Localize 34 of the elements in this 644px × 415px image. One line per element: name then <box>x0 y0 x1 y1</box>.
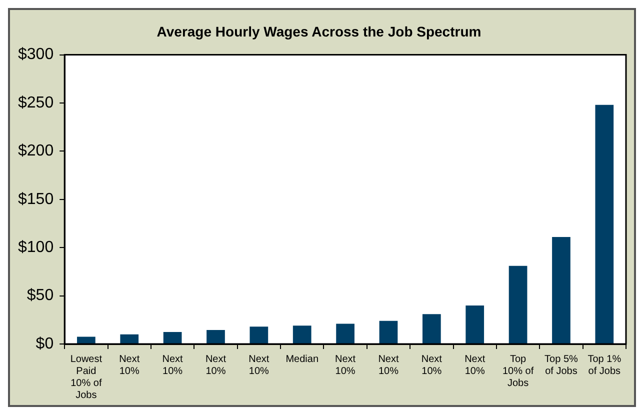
y-tick-label: $0 <box>36 335 54 352</box>
bar <box>336 324 354 344</box>
bar <box>595 104 614 344</box>
bar <box>77 336 96 344</box>
x-tick-label: Lowest Paid 10% of Jobs <box>70 354 102 401</box>
bar <box>120 334 139 344</box>
x-tick-label: Next 10% <box>421 354 442 377</box>
bar <box>379 320 398 344</box>
x-tick-label: Next 10% <box>464 354 486 377</box>
bar <box>466 305 484 344</box>
bar <box>508 266 528 344</box>
bar <box>292 326 312 344</box>
x-tick-label: Next 10% <box>248 354 270 377</box>
x-tick-label: Next 10% <box>119 354 140 377</box>
bar <box>552 236 570 344</box>
y-tick-label: $300 <box>18 46 54 64</box>
bar <box>206 330 225 344</box>
bar <box>250 326 268 344</box>
x-tick-label: Median <box>286 354 319 365</box>
y-tick-label: $200 <box>18 142 54 160</box>
bar <box>163 332 182 344</box>
y-tick-label: $100 <box>18 239 54 256</box>
x-tick-label: Top 5% of Jobs <box>544 354 578 377</box>
chart-title: Average Hourly Wages Across the Job Spectrum <box>156 23 482 40</box>
x-tick-label: Next 10% <box>378 354 399 377</box>
y-tick-label: $150 <box>18 190 54 208</box>
y-tick-label: $250 <box>18 94 54 112</box>
x-tick-label: Next 10% <box>205 354 226 377</box>
y-tick-label: $50 <box>26 287 54 304</box>
x-tick-label: Top 10% of Jobs <box>502 354 534 389</box>
bar <box>422 314 441 344</box>
x-tick-label: Next 10% <box>162 354 184 377</box>
x-tick-label: Next 10% <box>335 354 356 377</box>
x-tick-label: Top 1% of Jobs <box>588 354 622 377</box>
